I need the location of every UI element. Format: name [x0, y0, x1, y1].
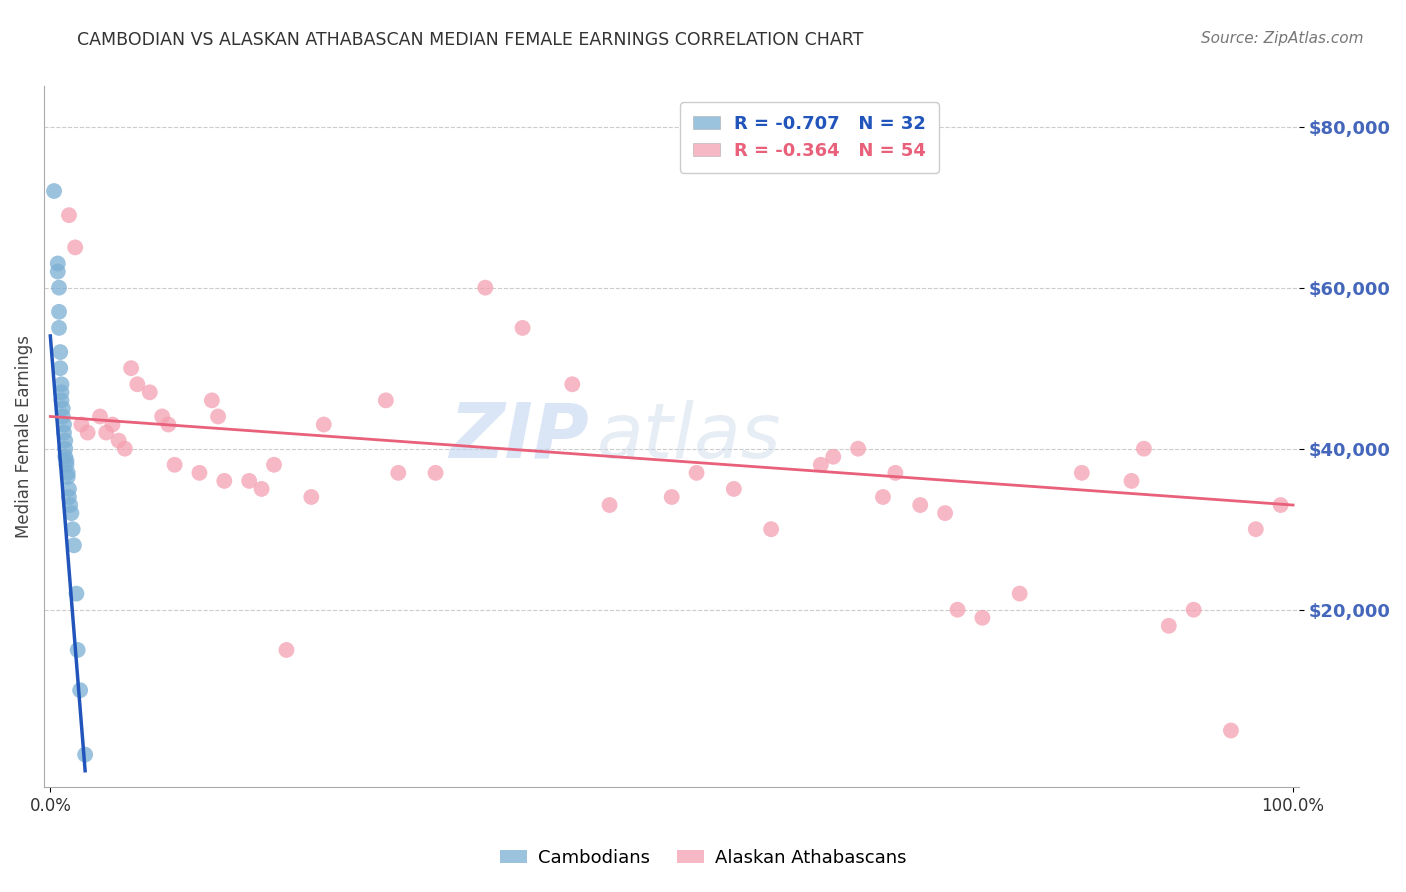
Legend: R = -0.707   N = 32, R = -0.364   N = 54: R = -0.707 N = 32, R = -0.364 N = 54 — [681, 103, 939, 173]
Point — [238, 474, 260, 488]
Text: atlas: atlas — [596, 400, 780, 474]
Point — [214, 474, 236, 488]
Point — [51, 385, 73, 400]
Point — [120, 361, 142, 376]
Point — [53, 450, 76, 464]
Point — [63, 538, 86, 552]
Point — [823, 450, 845, 464]
Point — [250, 482, 273, 496]
Point — [1219, 723, 1241, 738]
Point — [872, 490, 894, 504]
Point — [75, 747, 97, 762]
Point — [89, 409, 111, 424]
Point — [48, 321, 70, 335]
Point — [66, 643, 89, 657]
Point — [127, 377, 149, 392]
Point — [846, 442, 869, 456]
Text: ZIP: ZIP — [450, 400, 591, 474]
Point — [51, 377, 73, 392]
Point — [58, 482, 80, 496]
Text: CAMBODIAN VS ALASKAN ATHABASCAN MEDIAN FEMALE EARNINGS CORRELATION CHART: CAMBODIAN VS ALASKAN ATHABASCAN MEDIAN F… — [77, 31, 863, 49]
Point — [53, 442, 76, 456]
Point — [58, 208, 80, 222]
Point — [52, 401, 75, 416]
Point — [201, 393, 224, 408]
Point — [150, 409, 173, 424]
Point — [723, 482, 745, 496]
Point — [55, 458, 77, 472]
Point — [374, 393, 396, 408]
Point — [52, 409, 75, 424]
Point — [49, 345, 72, 359]
Point — [46, 264, 69, 278]
Point — [53, 417, 76, 432]
Point — [55, 454, 77, 468]
Point — [96, 425, 118, 440]
Point — [157, 417, 180, 432]
Point — [661, 490, 683, 504]
Point — [1008, 586, 1031, 600]
Point — [62, 522, 84, 536]
Point — [599, 498, 621, 512]
Point — [48, 305, 70, 319]
Point — [1244, 522, 1267, 536]
Point — [474, 280, 496, 294]
Text: Source: ZipAtlas.com: Source: ZipAtlas.com — [1201, 31, 1364, 46]
Point — [63, 240, 86, 254]
Point — [101, 417, 124, 432]
Point — [53, 425, 76, 440]
Point — [1070, 466, 1092, 480]
Point — [76, 425, 98, 440]
Point — [972, 611, 994, 625]
Point — [51, 393, 73, 408]
Point — [263, 458, 285, 472]
Point — [1133, 442, 1156, 456]
Point — [58, 490, 80, 504]
Point — [53, 434, 76, 448]
Point — [163, 458, 186, 472]
Point — [299, 490, 322, 504]
Point — [207, 409, 229, 424]
Point — [139, 385, 162, 400]
Point — [1182, 603, 1205, 617]
Point — [946, 603, 969, 617]
Point — [759, 522, 782, 536]
Point — [188, 466, 211, 480]
Point — [910, 498, 932, 512]
Point — [46, 256, 69, 270]
Point — [934, 506, 956, 520]
Point — [114, 442, 136, 456]
Point — [1270, 498, 1292, 512]
Point — [56, 470, 79, 484]
Point — [1121, 474, 1143, 488]
Point — [69, 683, 91, 698]
Point — [1157, 619, 1180, 633]
Point — [312, 417, 335, 432]
Point — [276, 643, 298, 657]
Point — [42, 184, 65, 198]
Point — [107, 434, 129, 448]
Point — [561, 377, 583, 392]
Point — [810, 458, 832, 472]
Point — [70, 417, 93, 432]
Legend: Cambodians, Alaskan Athabascans: Cambodians, Alaskan Athabascans — [492, 842, 914, 874]
Point — [512, 321, 534, 335]
Point — [49, 361, 72, 376]
Point — [884, 466, 907, 480]
Point — [425, 466, 447, 480]
Y-axis label: Median Female Earnings: Median Female Earnings — [15, 335, 32, 538]
Point — [387, 466, 409, 480]
Point — [60, 506, 83, 520]
Point — [56, 466, 79, 480]
Point — [59, 498, 82, 512]
Point — [48, 280, 70, 294]
Point — [65, 586, 87, 600]
Point — [685, 466, 707, 480]
